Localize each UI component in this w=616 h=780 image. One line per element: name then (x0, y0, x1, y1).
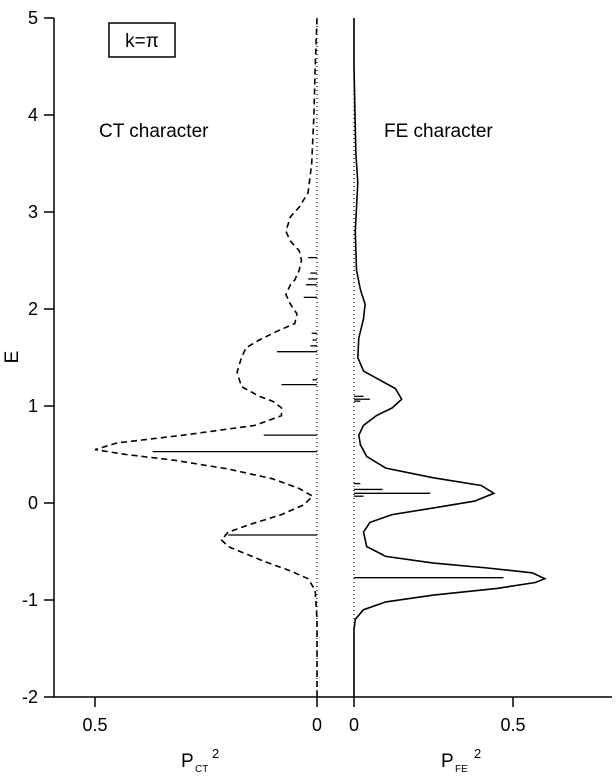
ct-x-tick-label: 0 (312, 715, 322, 735)
ct-x-label-sub: CT (195, 764, 208, 775)
y-tick-label: 3 (28, 202, 38, 222)
y-tick-label: 1 (28, 396, 38, 416)
ct-x-label-main: P (181, 751, 194, 772)
fe-x-tick-label: 0.5 (500, 715, 525, 735)
ct-x-tick-label: 0.5 (82, 715, 107, 735)
fe-x-tick-label: 0 (349, 715, 359, 735)
axes (53, 18, 612, 698)
k-label: k=π (125, 31, 159, 52)
series-lines (94, 17, 547, 697)
y-tick-label: 5 (28, 8, 38, 28)
ct-character-label: CT character (99, 121, 209, 142)
y-tick-label: 0 (28, 493, 38, 513)
y-ticks: -2 -1 0 1 2 3 4 5 (22, 8, 54, 707)
fe-x-label-sub: FE (455, 764, 468, 775)
fe-character-label: FE character (384, 121, 493, 142)
fe-x-label-main: P (441, 751, 454, 772)
stick-lines (152, 256, 504, 579)
fe-series-line (353, 18, 547, 697)
y-tick-label: 2 (28, 299, 38, 319)
ct-series-line (94, 17, 318, 697)
y-tick-label: 4 (28, 105, 38, 125)
ct-x-label-sup: 2 (212, 746, 219, 761)
y-tick-label: -1 (22, 590, 38, 610)
fe-x-axis-label: P FE 2 (441, 746, 481, 775)
k-label-box (108, 22, 176, 58)
ct-x-axis-label: P CT 2 (181, 746, 219, 775)
y-tick-label: -2 (22, 687, 38, 707)
y-axis-label: E (2, 351, 23, 364)
fe-x-label-sup: 2 (474, 746, 481, 761)
x-ticks: 0.5 0 0 0.5 (82, 697, 526, 735)
